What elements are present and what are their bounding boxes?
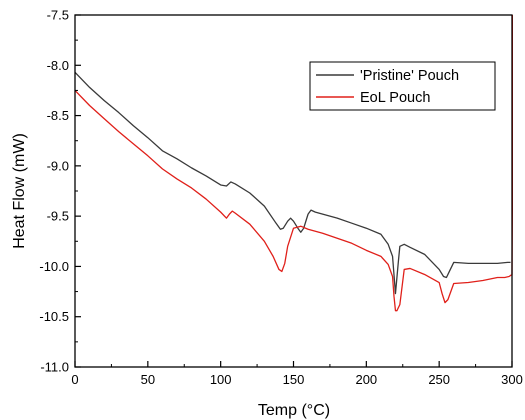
legend: 'Pristine' Pouch EoL Pouch bbox=[309, 61, 496, 111]
legend-box bbox=[309, 61, 496, 111]
y-tick-label: -8.0 bbox=[47, 58, 69, 73]
x-tick-label: 300 bbox=[501, 372, 523, 387]
y-tick-label: -10.5 bbox=[39, 309, 69, 324]
x-axis-title: Temp (°C) bbox=[258, 402, 330, 419]
legend-label-1: EoL Pouch bbox=[360, 90, 430, 106]
x-tick-label: 50 bbox=[141, 372, 155, 387]
legend-label-0: 'Pristine' Pouch bbox=[360, 68, 459, 84]
ticks-layer: 0 50 100 150 200 250 300 -7.5 -8.0 -8.5 -9.0 -9.5 -1… bbox=[39, 8, 522, 388]
y-tick-label: -8.5 bbox=[47, 108, 69, 123]
x-tick-label: 0 bbox=[71, 372, 78, 387]
y-tick-label: -9.0 bbox=[47, 158, 69, 173]
series-line-1 bbox=[75, 14, 513, 312]
y-axis-title: Heat Flow (mW) bbox=[11, 133, 28, 249]
x-tick-label: 150 bbox=[283, 372, 305, 387]
y-tick-label: -9.5 bbox=[47, 209, 69, 224]
x-tick-label: 250 bbox=[428, 372, 450, 387]
x-tick-label: 200 bbox=[355, 372, 377, 387]
x-tick-label: 100 bbox=[210, 372, 232, 387]
y-tick-label: -11.0 bbox=[40, 360, 69, 375]
series-line-0 bbox=[75, 71, 511, 295]
y-tick-label: -7.5 bbox=[47, 8, 69, 23]
plot-layer bbox=[75, 14, 513, 312]
y-tick-label: -10.0 bbox=[39, 259, 69, 274]
